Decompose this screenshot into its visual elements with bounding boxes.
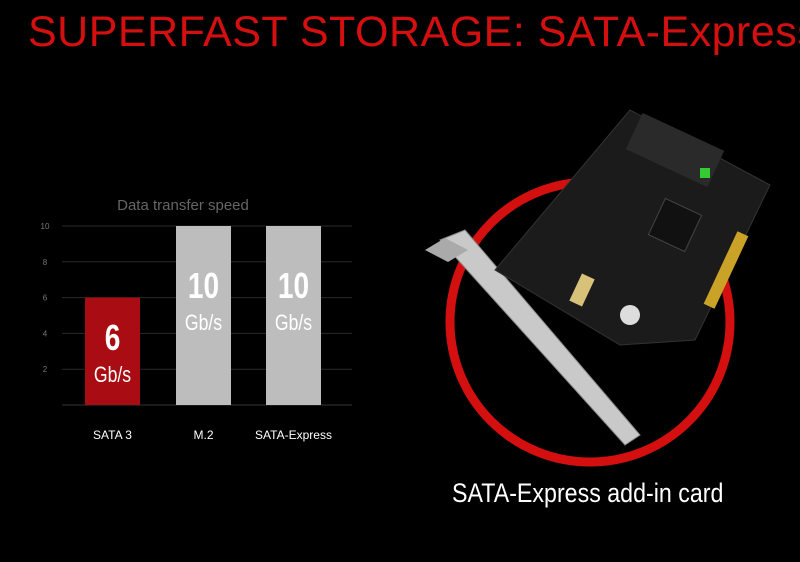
bar-m-2	[176, 226, 231, 405]
page-title: SUPERFAST STORAGE: SATA-Express	[28, 8, 800, 56]
bar-value-label: 10	[188, 266, 219, 306]
bar-unit-label: Gb/s	[275, 311, 312, 335]
chart-title: Data transfer speed	[117, 197, 249, 214]
y-tick-label: 4	[43, 329, 48, 338]
y-tick-label: 10	[41, 222, 50, 231]
round-sticker	[620, 305, 640, 325]
green-component	[700, 168, 710, 178]
x-tick-label: SATA-Express	[255, 428, 332, 442]
x-tick-label: M.2	[193, 428, 213, 442]
bar-unit-label: Gb/s	[185, 311, 222, 335]
controller-chip	[647, 197, 703, 253]
y-tick-label: 8	[43, 258, 48, 267]
y-tick-label: 6	[43, 294, 48, 303]
sata-connector	[625, 112, 725, 188]
bar-unit-label: Gb/s	[94, 363, 131, 387]
card-caption: SATA-Express add-in card	[452, 478, 724, 508]
card-bracket	[439, 229, 641, 446]
pcie-gold-contacts	[703, 231, 749, 309]
bar-chart: Data transfer speed 2 4 6 8 10 6 Gb/s SATA 3 10 Gb…	[41, 197, 352, 442]
y-tick-label: 2	[43, 365, 48, 374]
bar-value-label: 10	[278, 266, 309, 306]
bar-value-label: 6	[105, 318, 121, 358]
sata-express-card-image	[425, 109, 771, 467]
bracket-tab	[425, 238, 468, 262]
x-tick-label: SATA 3	[93, 428, 132, 442]
label-sticker	[569, 273, 595, 307]
bar-sata-express	[266, 226, 321, 405]
bar-sata-3	[85, 297, 140, 405]
